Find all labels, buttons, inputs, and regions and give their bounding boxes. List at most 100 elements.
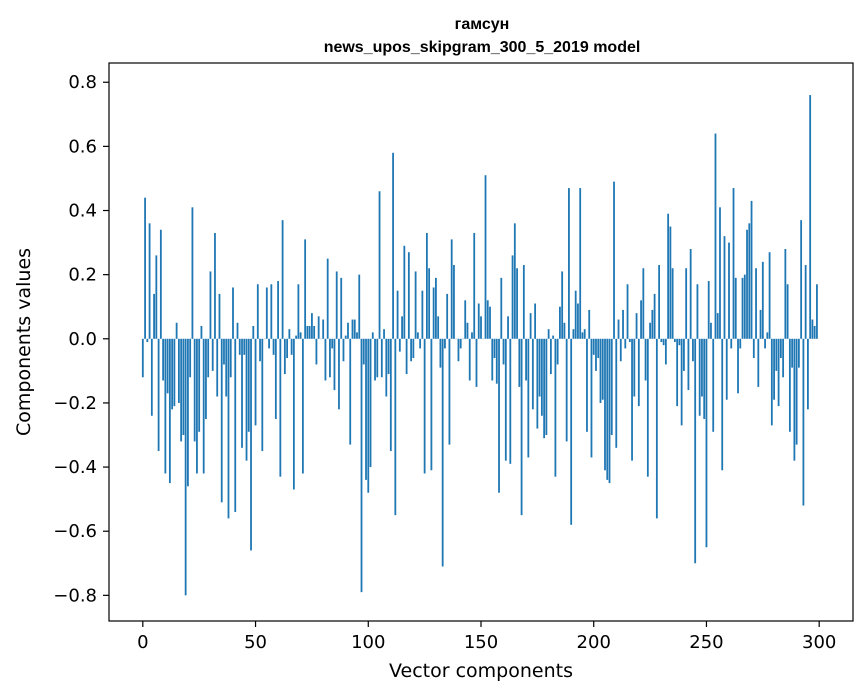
- bar: [664, 338, 667, 365]
- bar: [268, 338, 270, 349]
- bar: [304, 239, 307, 339]
- bar: [448, 338, 451, 445]
- bar: [586, 338, 588, 432]
- bar: [788, 338, 791, 432]
- bar: [419, 338, 422, 349]
- bar: [369, 338, 372, 468]
- x-tick-label: 300: [802, 632, 836, 653]
- bar: [398, 338, 401, 352]
- bar: [450, 239, 453, 339]
- bar: [669, 226, 672, 339]
- bar: [274, 338, 277, 419]
- bar: [498, 338, 500, 493]
- bar: [272, 338, 275, 355]
- bar: [701, 338, 703, 397]
- bar: [570, 338, 573, 525]
- x-axis-label: Vector components: [389, 660, 573, 682]
- bar: [502, 338, 505, 365]
- bar: [545, 338, 548, 435]
- bar: [202, 338, 205, 474]
- bar: [741, 277, 744, 339]
- bar: [734, 277, 737, 339]
- bar: [574, 290, 577, 339]
- bar: [755, 268, 757, 339]
- bar: [579, 188, 582, 339]
- bar: [495, 338, 498, 384]
- bar: [563, 322, 566, 339]
- bar: [148, 223, 151, 339]
- y-tick-label: 0.8: [68, 72, 97, 93]
- bar: [554, 338, 557, 477]
- bar: [791, 338, 794, 368]
- bar: [561, 271, 564, 339]
- bar: [658, 265, 661, 339]
- bar: [565, 338, 568, 442]
- bar: [516, 268, 518, 339]
- bar: [182, 338, 185, 435]
- bar: [335, 271, 338, 339]
- bar: [468, 338, 471, 381]
- bar: [297, 284, 300, 339]
- bar: [592, 338, 595, 355]
- bar: [493, 338, 496, 359]
- bar: [166, 338, 169, 394]
- bar: [613, 181, 615, 339]
- y-tick-label: 0.0: [68, 329, 97, 350]
- bar: [453, 265, 455, 339]
- x-tick-label: 50: [244, 632, 267, 653]
- bar: [191, 207, 194, 339]
- x-axis-ticks: 0 50 100 150 200 250 300: [137, 621, 836, 653]
- bar: [746, 229, 748, 339]
- bar: [489, 306, 491, 339]
- bar: [292, 338, 295, 490]
- bar: [624, 338, 627, 349]
- bar: [484, 175, 487, 339]
- bar: [444, 338, 446, 349]
- bar: [171, 338, 174, 410]
- bar: [428, 268, 431, 339]
- bar: [737, 338, 739, 394]
- bar: [540, 338, 543, 416]
- bar: [227, 338, 230, 519]
- bar: [619, 338, 622, 362]
- bar: [721, 338, 724, 471]
- bar: [234, 338, 237, 512]
- bar: [141, 338, 144, 378]
- bar: [374, 338, 376, 381]
- bar: [816, 284, 818, 339]
- bar: [241, 338, 243, 448]
- bar: [367, 338, 370, 493]
- bar: [764, 338, 766, 349]
- bar: [705, 338, 708, 548]
- y-tick-label: −0.6: [53, 521, 97, 542]
- bar: [804, 265, 807, 339]
- bar: [775, 338, 778, 371]
- bar: [712, 338, 715, 432]
- bar: [211, 338, 214, 371]
- bar: [599, 338, 602, 403]
- bar: [193, 338, 196, 442]
- bar: [288, 329, 291, 339]
- bar: [259, 338, 261, 362]
- bar: [572, 329, 575, 339]
- bar: [676, 338, 679, 407]
- bar: [622, 309, 624, 339]
- bar: [383, 329, 385, 339]
- bar: [757, 338, 760, 387]
- bar: [473, 232, 476, 339]
- bar: [491, 338, 494, 381]
- bar: [184, 338, 187, 596]
- bar: [649, 322, 651, 339]
- bar: [464, 300, 467, 339]
- bar: [608, 338, 611, 484]
- bar: [725, 338, 728, 400]
- bar: [534, 303, 537, 339]
- y-tick-label: 0.4: [68, 201, 97, 222]
- bar: [637, 338, 640, 407]
- bar: [768, 252, 771, 339]
- bar: [644, 338, 647, 381]
- bar: [414, 271, 417, 339]
- bar: [317, 316, 320, 339]
- bar: [333, 338, 336, 391]
